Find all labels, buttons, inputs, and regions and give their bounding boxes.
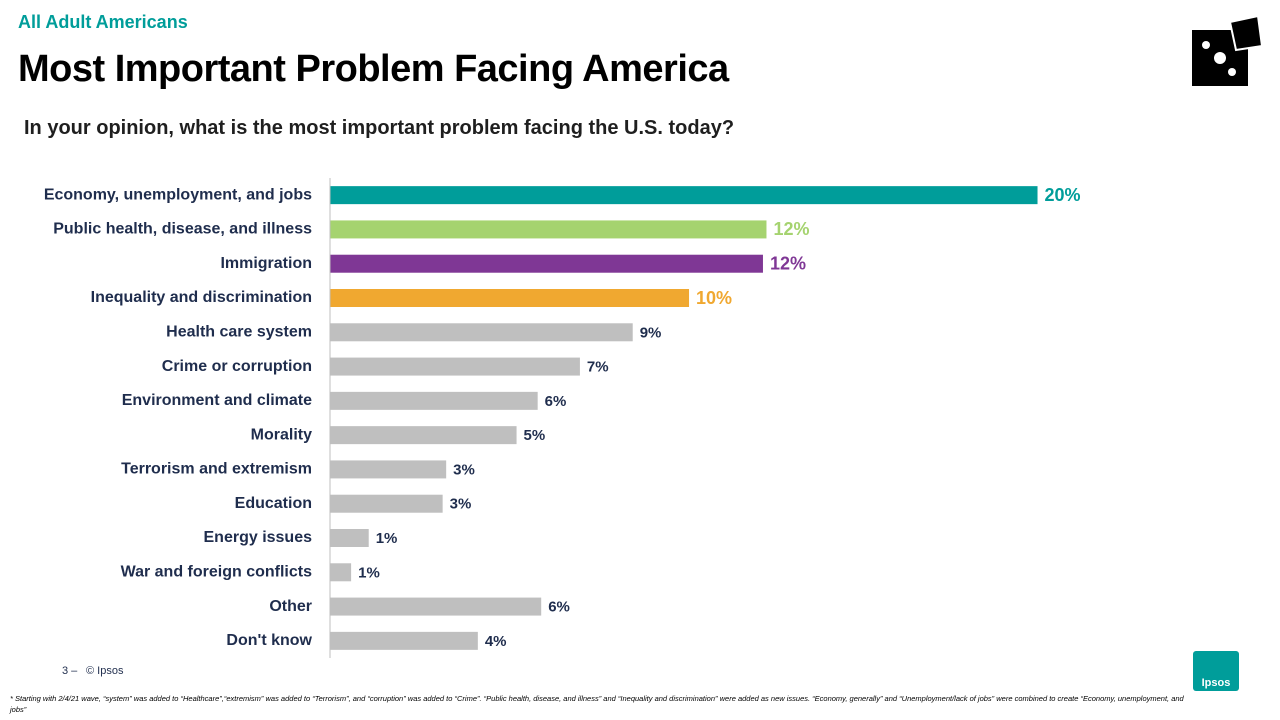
data-label: 10%	[696, 288, 732, 308]
title: Most Important Problem Facing America	[18, 48, 729, 90]
category-label: Morality	[251, 426, 312, 443]
data-label: 12%	[773, 219, 809, 239]
data-label: 1%	[358, 564, 380, 581]
category-label: Don't know	[226, 632, 312, 649]
category-label: Health care system	[166, 324, 312, 341]
data-label: 6%	[548, 599, 570, 616]
data-label: 3%	[450, 496, 472, 513]
category-label: Economy, unemployment, and jobs	[44, 186, 312, 203]
category-label: Education	[235, 495, 312, 512]
category-label: Terrorism and extremism	[121, 461, 312, 478]
bar	[330, 391, 538, 410]
bar	[330, 529, 369, 547]
category-label: Immigration	[220, 255, 312, 272]
bar	[330, 357, 580, 376]
data-label: 1%	[376, 530, 398, 547]
puzzle-icon	[1192, 14, 1264, 86]
bar	[330, 323, 633, 342]
category-label: Public health, disease, and illness	[53, 221, 312, 238]
data-label: 3%	[453, 461, 475, 478]
bar	[330, 460, 447, 479]
data-label: 5%	[524, 427, 546, 444]
bar	[330, 289, 690, 307]
data-label: 4%	[485, 633, 507, 650]
category-label: Environment and climate	[122, 392, 312, 409]
data-label: 6%	[545, 393, 567, 410]
category-label: Inequality and discrimination	[91, 289, 312, 306]
logo-text: Ipsos	[1201, 677, 1231, 689]
data-label: 7%	[587, 359, 609, 376]
bar	[330, 631, 478, 650]
data-label: 9%	[640, 324, 662, 341]
category-label: Other	[269, 598, 312, 615]
page-number: 3 –	[62, 665, 78, 677]
logo: Ipsos	[1193, 651, 1239, 691]
bar	[330, 597, 542, 616]
bar	[330, 220, 767, 239]
bar	[330, 494, 443, 513]
bar	[330, 254, 763, 273]
footnote: * Starting with 2/4/21 wave, “system” wa…	[10, 694, 1184, 714]
bar	[330, 563, 352, 582]
data-label: 20%	[1045, 185, 1081, 205]
subtitle: In your opinion, what is the most import…	[24, 117, 735, 139]
bar	[330, 426, 517, 445]
data-label: 12%	[770, 253, 806, 273]
category-label: Energy issues	[204, 529, 313, 546]
category-label: War and foreign conflicts	[121, 564, 313, 581]
bar	[330, 186, 1038, 205]
copyright: © Ipsos	[86, 665, 124, 677]
kicker: All Adult Americans	[18, 12, 188, 32]
category-label: Crime or corruption	[162, 358, 312, 375]
